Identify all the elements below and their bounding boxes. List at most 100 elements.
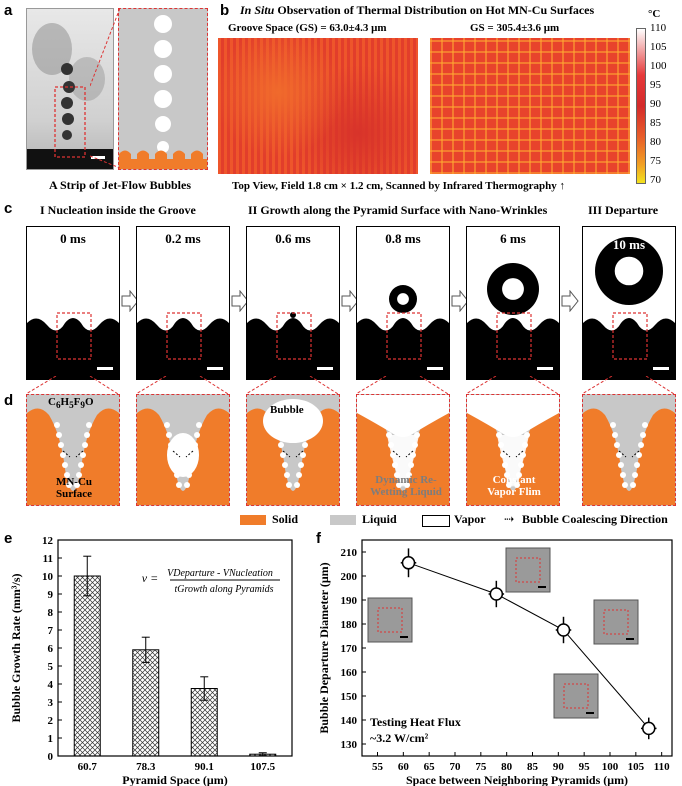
nano-wrinkle — [620, 472, 626, 478]
zoom-connector — [581, 376, 613, 395]
colorbar-ticks: 110 105 100 95 90 85 80 75 70 — [650, 22, 680, 190]
y-tick-label: 170 — [341, 643, 358, 655]
bubble-highlight — [502, 278, 524, 300]
legend-liquid-swatch — [330, 515, 356, 525]
nano-wrinkle — [168, 442, 174, 448]
y-tick-label: 130 — [341, 739, 358, 751]
x-tick-label: 110 — [654, 761, 670, 773]
y-tick-label: 6 — [48, 643, 54, 655]
zoom-region — [56, 312, 92, 360]
left-map-header: Groove Space (GS) = 63.0±4.3 μm — [228, 22, 387, 34]
legend-liquid-label: Liquid — [362, 512, 397, 526]
zoom-connector — [419, 376, 449, 395]
panel-c-label: c — [4, 200, 13, 217]
nano-wrinkle — [56, 432, 62, 438]
formula-h: H — [60, 396, 70, 408]
nano-wrinkle — [64, 472, 70, 478]
step-arrow-icon — [231, 289, 249, 317]
legend-vapor-swatch — [422, 515, 450, 527]
x-tick-label: 90 — [553, 761, 565, 773]
colorbar — [636, 28, 646, 184]
formula-h-sub: 5 — [69, 400, 74, 411]
x-tick-label: 85 — [527, 761, 539, 773]
nano-wrinkle — [194, 432, 200, 438]
annotation-line2: ~3.2 W/cm² — [370, 731, 429, 745]
nano-wrinkle — [414, 432, 420, 438]
colorbar-tick: 75 — [650, 155, 661, 167]
nano-wrinkle — [396, 482, 402, 488]
groove-frame — [136, 394, 230, 506]
rewetting-label: Dynamic Re- Wetting Liquid — [370, 474, 442, 498]
nano-wrinkle — [504, 472, 510, 478]
zoom-connector — [645, 376, 675, 395]
x-tick-label: 107.5 — [250, 761, 275, 773]
groove-frame — [26, 394, 120, 506]
step-arrow-icon — [451, 289, 469, 317]
nano-wrinkle — [526, 422, 532, 428]
zoom-connector — [355, 376, 387, 395]
y-tick-label: 150 — [341, 691, 358, 703]
panel-b-title: In Situ Observation of Thermal Distribut… — [240, 3, 594, 18]
groove-graphic — [467, 395, 559, 505]
coalescing-arrow-icon — [515, 450, 524, 458]
solid-groove — [27, 408, 119, 505]
nano-wrinkle — [302, 442, 308, 448]
x-tick-label: 70 — [450, 761, 462, 773]
formula-o: O — [84, 396, 94, 408]
nano-wrinkle — [404, 482, 410, 488]
nano-wrinkle — [618, 462, 624, 468]
coalescing-arrow-icon — [392, 450, 401, 458]
formula-f: F — [73, 396, 81, 408]
colorbar-tick: 85 — [650, 117, 661, 129]
nano-wrinkle — [54, 422, 60, 428]
y-tick-label: 5 — [48, 661, 54, 673]
x-tick-label: 100 — [602, 761, 619, 773]
coalescing-arrow-icon — [185, 450, 194, 458]
nano-wrinkle — [188, 462, 194, 468]
series-line — [408, 562, 650, 729]
zoom-connector — [199, 376, 229, 395]
nano-wrinkle — [184, 482, 190, 488]
time-frame: 0 ms — [26, 226, 120, 380]
nano-wrinkle — [284, 472, 290, 478]
zoom-region — [496, 312, 532, 360]
nano-wrinkle — [500, 452, 506, 458]
bubble-strip-graphic — [27, 23, 113, 169]
coalescing-arrow-icon — [172, 450, 181, 458]
thermal-map-right — [430, 38, 630, 174]
scale-bar — [427, 367, 443, 370]
pyramid-surface — [27, 318, 119, 379]
nano-wrinkle — [610, 422, 616, 428]
panel-f-label: f — [316, 530, 321, 547]
bar — [73, 575, 101, 757]
y-tick-label: 210 — [341, 547, 358, 559]
nano-wrinkle — [298, 462, 304, 468]
nano-wrinkle — [518, 462, 524, 468]
nano-wrinkle — [498, 442, 504, 448]
x-tick-label: 60.7 — [78, 761, 98, 773]
sem-scale-bar — [400, 636, 408, 638]
time-label: 0.6 ms — [275, 231, 311, 246]
nano-wrinkle — [516, 472, 522, 478]
nano-wrinkle — [616, 452, 622, 458]
x-tick-label: 75 — [475, 761, 487, 773]
annotation-line1: Testing Heat Flux — [370, 715, 461, 729]
nano-wrinkle — [384, 422, 390, 428]
colorbar-tick: 110 — [650, 22, 667, 34]
time-label: 6 ms — [500, 231, 526, 246]
colorbar-unit: °C — [648, 8, 661, 20]
nano-wrinkle — [632, 472, 638, 478]
scale-bar — [97, 367, 113, 370]
x-tick-label: 105 — [628, 761, 645, 773]
pyramid-surface — [247, 318, 339, 379]
nano-wrinkle — [612, 432, 618, 438]
zoom-connector — [135, 376, 167, 395]
nano-wrinkle — [192, 442, 198, 448]
nano-wrinkle — [494, 422, 500, 428]
zoom-connector — [529, 376, 559, 395]
nano-wrinkle — [640, 432, 646, 438]
y-tick-label: 140 — [341, 715, 358, 727]
groove-graphic — [583, 408, 675, 505]
zoom-connector-lines — [90, 8, 120, 168]
y-tick-label: 2 — [48, 715, 54, 727]
